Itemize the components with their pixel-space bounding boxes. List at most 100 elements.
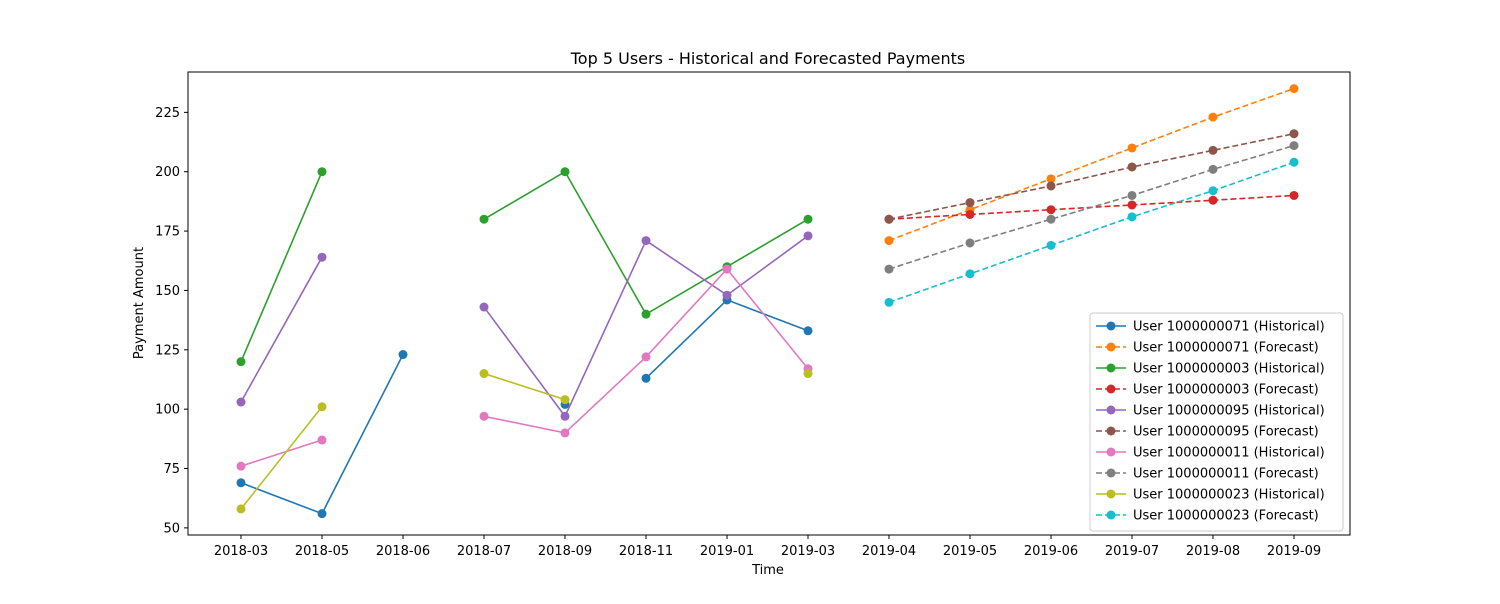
data-point bbox=[1208, 145, 1218, 155]
data-point bbox=[317, 402, 327, 412]
x-axis: 2018-03 2018-05 2018-06 2018-07 2018-09 2018-… bbox=[214, 535, 1321, 559]
data-point bbox=[1046, 174, 1056, 184]
data-point bbox=[722, 290, 732, 300]
series-line bbox=[483, 267, 809, 434]
data-point bbox=[1127, 200, 1137, 210]
series-line bbox=[240, 439, 323, 467]
data-point bbox=[1127, 143, 1137, 153]
legend-marker bbox=[1106, 363, 1116, 373]
data-point bbox=[1208, 164, 1218, 174]
data-point bbox=[479, 411, 489, 421]
data-point bbox=[965, 209, 975, 219]
x-tick-label: 2019-05 bbox=[943, 544, 997, 559]
data-point bbox=[1127, 190, 1137, 200]
data-point bbox=[317, 252, 327, 262]
data-point bbox=[1046, 205, 1056, 215]
data-point bbox=[317, 167, 327, 177]
legend-label: User 1000000003 (Forecast) bbox=[1133, 383, 1319, 398]
series-group bbox=[236, 167, 813, 367]
legend-marker bbox=[1106, 489, 1116, 499]
legend-marker bbox=[1106, 321, 1116, 331]
legend-label: User 1000000095 (Historical) bbox=[1133, 404, 1325, 419]
y-tick-label: 125 bbox=[155, 343, 180, 358]
series-line bbox=[888, 87, 1295, 242]
y-tick-label: 225 bbox=[155, 106, 180, 121]
series-line bbox=[888, 161, 1295, 304]
series-line bbox=[888, 144, 1295, 270]
data-point bbox=[560, 167, 570, 177]
data-point bbox=[560, 428, 570, 438]
data-point bbox=[803, 369, 813, 379]
data-point bbox=[236, 504, 246, 514]
data-point bbox=[1127, 162, 1137, 172]
legend-marker bbox=[1106, 468, 1116, 478]
series-group bbox=[884, 157, 1299, 307]
data-point bbox=[1046, 214, 1056, 224]
data-point bbox=[479, 369, 489, 379]
x-tick-label: 2018-11 bbox=[619, 544, 673, 559]
x-tick-label: 2018-05 bbox=[295, 544, 349, 559]
y-tick-label: 150 bbox=[155, 284, 180, 299]
legend-marker bbox=[1106, 447, 1116, 457]
series-line bbox=[483, 372, 566, 401]
data-point bbox=[236, 357, 246, 367]
legend-marker bbox=[1106, 510, 1116, 520]
x-tick-label: 2019-07 bbox=[1105, 544, 1159, 559]
data-point bbox=[1208, 195, 1218, 205]
data-point bbox=[965, 238, 975, 248]
data-point bbox=[1208, 186, 1218, 196]
y-tick-label: 50 bbox=[163, 521, 180, 536]
x-tick-label: 2019-04 bbox=[862, 544, 916, 559]
x-tick-label: 2018-03 bbox=[214, 544, 268, 559]
data-point bbox=[803, 231, 813, 241]
y-tick-label: 200 bbox=[155, 165, 180, 180]
data-point bbox=[236, 478, 246, 488]
legend-label: User 1000000071 (Historical) bbox=[1133, 320, 1325, 335]
series-line bbox=[888, 132, 1295, 220]
x-tick-label: 2018-09 bbox=[538, 544, 592, 559]
series-line bbox=[240, 354, 404, 515]
y-tick-label: 75 bbox=[163, 462, 180, 477]
x-tick-label: 2019-06 bbox=[1024, 544, 1078, 559]
data-point bbox=[560, 395, 570, 405]
legend-frame bbox=[1089, 312, 1344, 532]
legend-label: User 1000000011 (Forecast) bbox=[1133, 467, 1319, 482]
data-point bbox=[1289, 129, 1299, 139]
legend-label: User 1000000095 (Forecast) bbox=[1133, 425, 1319, 440]
data-point bbox=[965, 269, 975, 279]
data-point bbox=[884, 264, 894, 274]
legend-label: User 1000000011 (Historical) bbox=[1133, 446, 1325, 461]
series-group bbox=[236, 231, 813, 421]
legend-label: User 1000000071 (Forecast) bbox=[1133, 341, 1319, 356]
data-point bbox=[236, 461, 246, 471]
legend-marker bbox=[1106, 426, 1116, 436]
x-tick-label: 2018-06 bbox=[376, 544, 430, 559]
data-point bbox=[479, 214, 489, 224]
data-point bbox=[317, 509, 327, 519]
series-line bbox=[240, 171, 323, 362]
y-tick-label: 100 bbox=[155, 403, 180, 418]
data-point bbox=[641, 236, 651, 246]
data-point bbox=[479, 302, 489, 312]
x-tick-label: 2019-01 bbox=[700, 544, 754, 559]
data-point bbox=[722, 264, 732, 274]
series-line bbox=[240, 406, 323, 510]
data-point bbox=[641, 373, 651, 383]
y-tick-label: 175 bbox=[155, 225, 180, 240]
data-point bbox=[641, 309, 651, 319]
data-point bbox=[803, 214, 813, 224]
data-point bbox=[1046, 240, 1056, 250]
x-tick-label: 2018-07 bbox=[457, 544, 511, 559]
legend-marker bbox=[1106, 342, 1116, 352]
data-point bbox=[1127, 212, 1137, 222]
legend-marker bbox=[1106, 384, 1116, 394]
legend-marker bbox=[1106, 405, 1116, 415]
y-axis: 50 75 100 125 150 175 200 225 bbox=[155, 106, 188, 536]
data-point bbox=[398, 350, 408, 360]
data-point bbox=[884, 236, 894, 246]
data-point bbox=[803, 326, 813, 336]
series-line bbox=[240, 256, 323, 403]
data-point bbox=[1208, 112, 1218, 122]
